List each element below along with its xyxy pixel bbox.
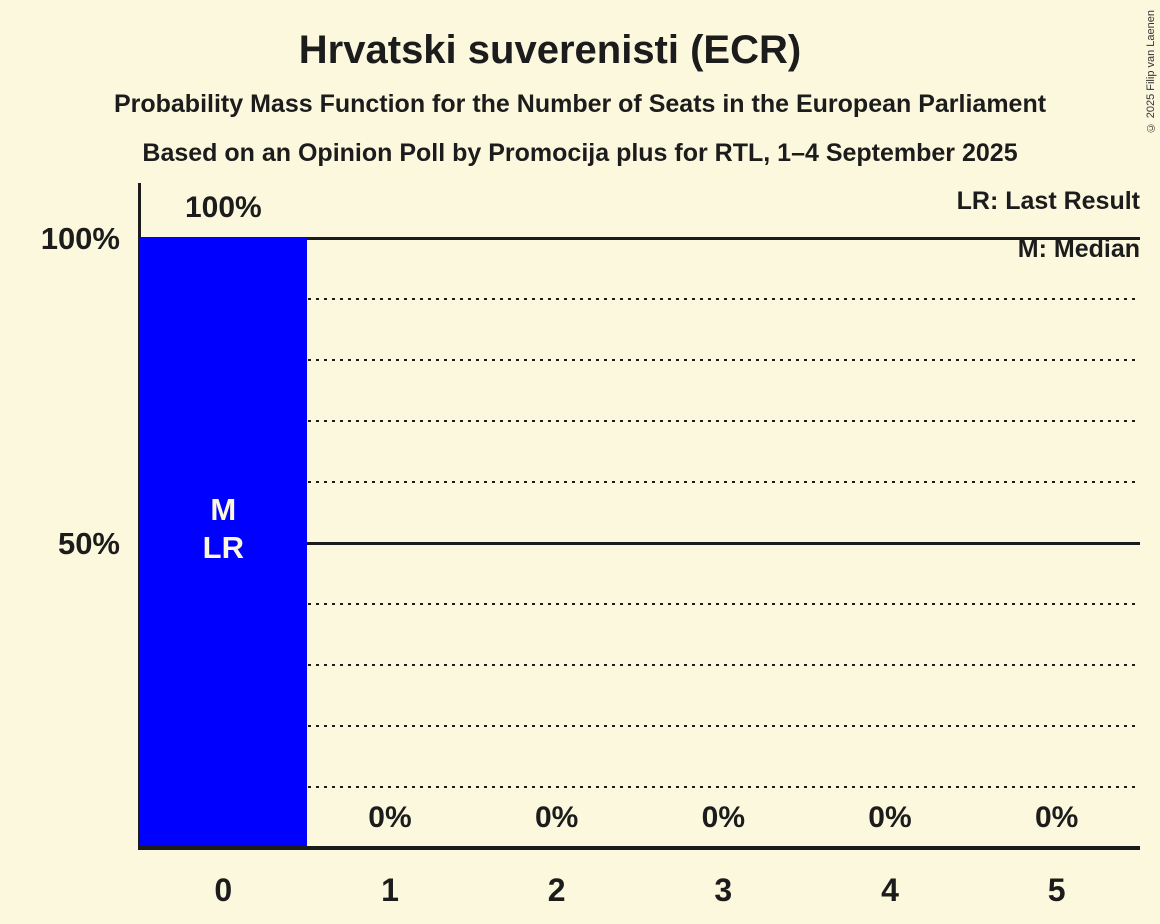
x-axis-label-4: 4 <box>881 872 899 908</box>
x-axis-line <box>138 846 1140 850</box>
x-axis-label-5: 5 <box>1047 872 1066 908</box>
x-axis-label-0: 0 <box>214 872 233 908</box>
chart-subtitle-pmf: Probability Mass Function for the Number… <box>113 90 1047 118</box>
x-axis-label-2: 2 <box>547 872 566 908</box>
gridline-dotted-10 <box>140 786 1140 788</box>
bar-value-label-5: 0% <box>1034 801 1079 834</box>
x-axis-label-3: 3 <box>714 872 733 908</box>
gridline-dotted-20 <box>140 725 1140 727</box>
gridline-dotted-90 <box>140 298 1140 300</box>
y-axis-label-100: 100% <box>40 221 120 256</box>
bar-value-label-1: 0% <box>368 801 412 834</box>
legend-median: M: Median <box>1017 235 1140 263</box>
gridline-dotted-70 <box>140 420 1140 422</box>
y-axis-label-50: 50% <box>57 526 120 561</box>
y-axis-line <box>138 183 141 850</box>
gridline-dotted-30 <box>140 664 1140 666</box>
gridline-dotted-60 <box>140 481 1140 483</box>
gridline-dotted-80 <box>140 359 1140 361</box>
bar-value-label-4: 0% <box>868 801 912 834</box>
bar-value-label-0: 100% <box>184 191 262 224</box>
gridline-dotted-40 <box>140 603 1140 605</box>
chart-subtitle-poll: Based on an Opinion Poll by Promocija pl… <box>142 139 1018 167</box>
bar-value-label-2: 0% <box>534 801 579 834</box>
x-axis-label-1: 1 <box>381 872 399 908</box>
bar-value-label-3: 0% <box>701 801 745 834</box>
chart-title: Hrvatski suverenisti (ECR) <box>298 28 802 72</box>
copyright-notice: © 2025 Filip van Laenen <box>1145 10 1157 134</box>
gridline-solid-100 <box>140 236 1140 240</box>
gridline-solid-50 <box>140 541 1140 545</box>
legend-last-result: LR: Last Result <box>956 187 1140 215</box>
bar-seat-0: M LR <box>140 238 307 848</box>
plot-area: M LR 100% 0% 0% 0% 0% 0% <box>140 192 1140 848</box>
bar-annotation-0: M LR <box>202 492 244 565</box>
